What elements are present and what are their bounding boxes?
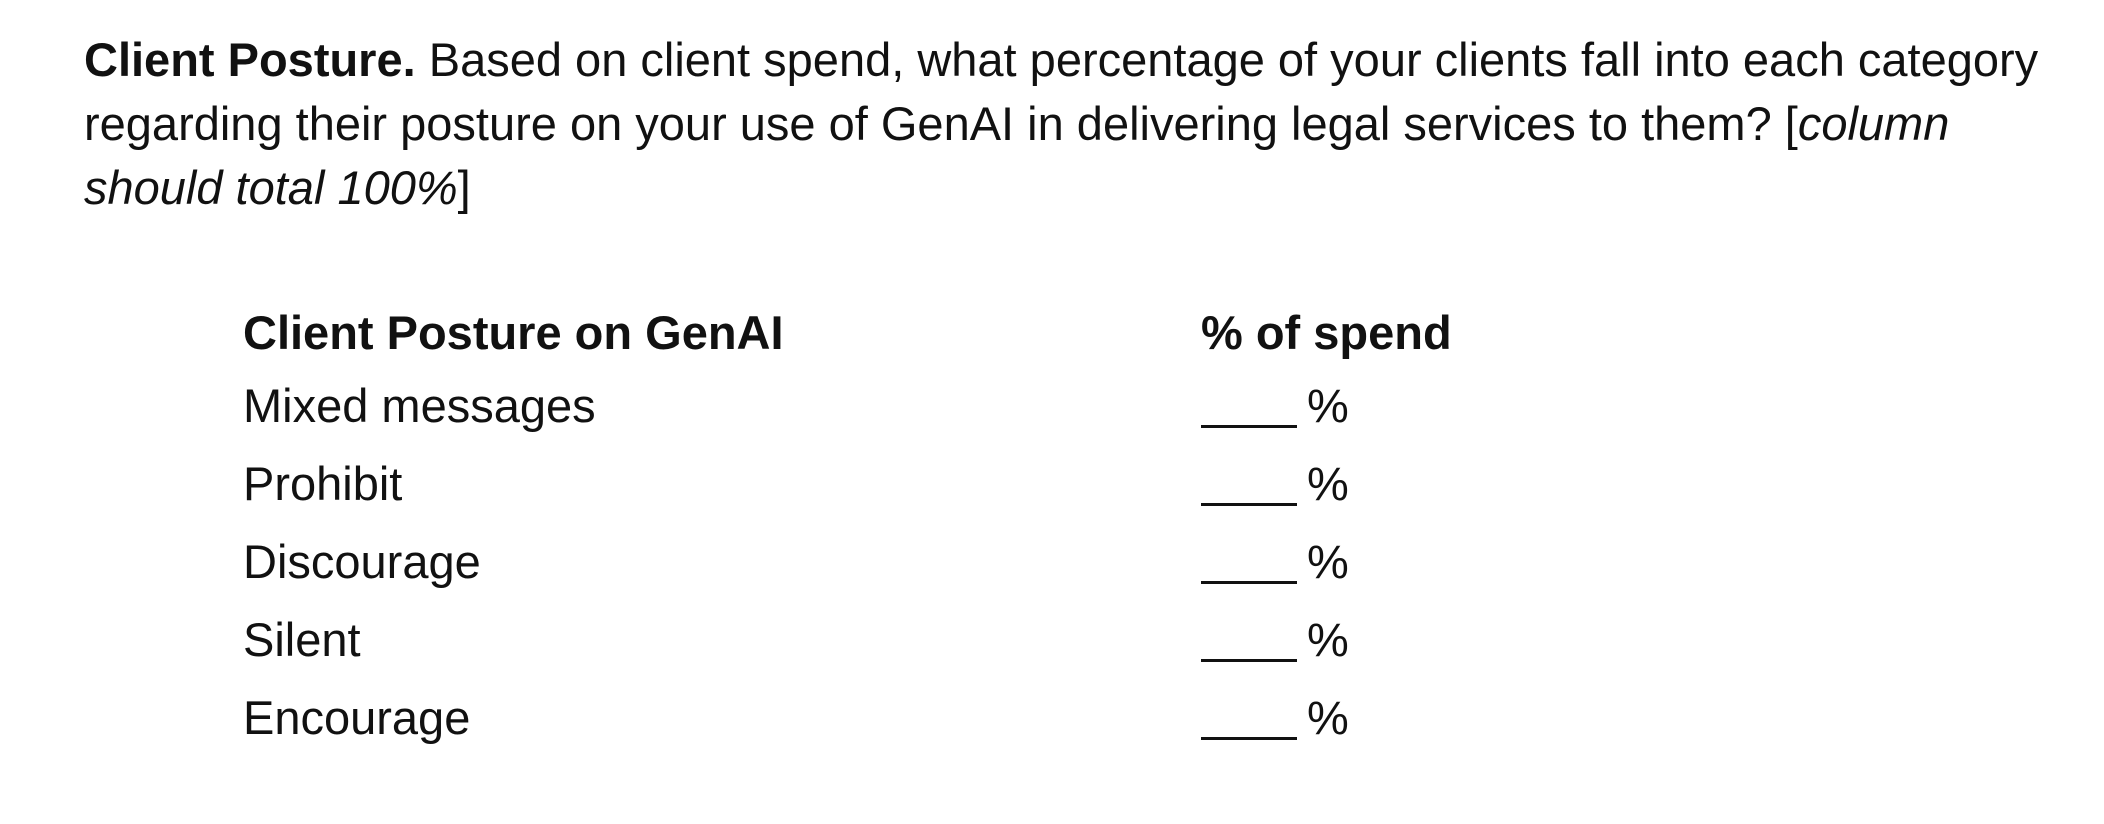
percent-blank[interactable] [1201,543,1297,584]
posture-label: Discourage [243,534,481,588]
question-instruction: column should total 100% [84,97,1950,214]
table-row: Encourage % [243,678,1452,756]
posture-label: Prohibit [243,456,403,510]
table-row: Mixed messages % [243,366,1452,444]
percent-blank[interactable] [1201,621,1297,662]
percent-sign: % [1307,378,1349,432]
spend-cell: % [1201,444,1452,522]
percent-sign: % [1307,612,1349,666]
spend-cell: % [1201,366,1452,444]
percent-blank[interactable] [1201,387,1297,428]
spend-cell: % [1201,678,1452,756]
posture-label: Mixed messages [243,378,596,432]
spend-cell: % [1201,600,1452,678]
question-lead: Client Posture. [84,33,416,86]
question-closing: ] [457,161,471,214]
question-paragraph: Client Posture. Based on client spend, w… [84,28,2064,220]
header-posture: Client Posture on GenAI [243,305,784,359]
percent-blank[interactable] [1201,465,1297,506]
question-text: Based on client spend, what percentage o… [84,33,2039,150]
percent-blank[interactable] [1201,699,1297,740]
posture-table: Client Posture on GenAI % of spend Mixed… [243,298,1452,756]
header-spend: % of spend [1201,305,1452,359]
table-row: Prohibit % [243,444,1452,522]
table-row: Silent % [243,600,1452,678]
posture-label: Encourage [243,690,471,744]
table-row: Discourage % [243,522,1452,600]
percent-sign: % [1307,534,1349,588]
table-header-row: Client Posture on GenAI % of spend [243,298,1452,366]
spend-cell: % [1201,522,1452,600]
posture-label: Silent [243,612,361,666]
percent-sign: % [1307,690,1349,744]
percent-sign: % [1307,456,1349,510]
